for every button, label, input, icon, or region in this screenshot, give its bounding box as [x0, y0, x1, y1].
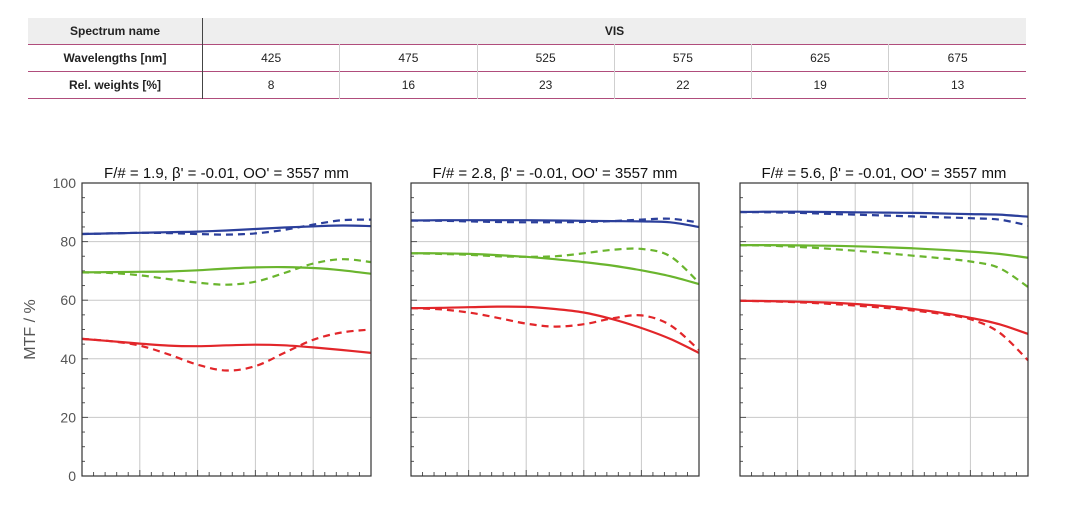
- weight-cell: 22: [614, 71, 753, 99]
- mtf-curve-green-solid: [410, 252, 700, 286]
- mtf-curve-red-dashed: [739, 299, 1029, 362]
- mtf-curve-green-solid: [740, 244, 1029, 259]
- y-tick-label: 0: [68, 468, 76, 484]
- mtf-curve-blue-solid: [81, 224, 372, 236]
- weight-cell: 19: [751, 71, 890, 99]
- mtf-curve-green-dashed: [81, 258, 372, 286]
- y-tick-label: 100: [53, 175, 77, 191]
- weights-label: Rel. weights [%]: [28, 71, 203, 99]
- wavelength-cell: 475: [339, 44, 478, 72]
- plot-frame: [410, 182, 700, 477]
- wavelength-cell: 625: [751, 44, 890, 72]
- y-tick-label: 80: [60, 234, 76, 250]
- mtf-curve-green-dashed: [410, 247, 700, 284]
- wavelengths-label: Wavelengths [nm]: [28, 44, 203, 72]
- plot-frame: [81, 182, 372, 477]
- mtf-curve-red-solid: [739, 299, 1029, 335]
- chart-title: F/# = 2.8, β' = -0.01, OO' = 3557 mm: [433, 165, 678, 182]
- wavelength-cell: 425: [202, 44, 341, 72]
- chart-title: F/# = 1.9, β' = -0.01, OO' = 3557 mm: [104, 165, 349, 182]
- spectrum-table: Spectrum name VIS Wavelengths [nm] 425 4…: [28, 18, 1026, 99]
- weight-cell: 16: [339, 71, 478, 99]
- spectrum-row: Spectrum name VIS: [28, 18, 1026, 45]
- mtf-curve-blue-dashed: [410, 217, 700, 224]
- weights-row: Rel. weights [%] 8 16 23 22 19 13: [28, 71, 1026, 99]
- chart-title: F/# = 5.6, β' = -0.01, OO' = 3557 mm: [762, 165, 1007, 182]
- mtf-curve-blue-dashed: [739, 210, 1029, 227]
- weight-cell: 13: [950, 78, 965, 92]
- y-tick-label: 20: [60, 409, 76, 425]
- y-tick-label: 40: [60, 351, 76, 367]
- wavelengths-row: Wavelengths [nm] 425 475 525 575 625 675: [28, 44, 1026, 72]
- y-axis-label: MTF / %: [22, 299, 39, 359]
- mtf-curve-green-dashed: [739, 244, 1029, 288]
- mtf-curve-blue-dashed: [81, 218, 372, 236]
- spectrum-name-label: Spectrum name: [28, 18, 203, 45]
- mtf-curve-red-dashed: [410, 307, 700, 351]
- spectrum-name-value: VIS: [604, 24, 625, 38]
- mtf-curve-red-dashed: [81, 328, 372, 372]
- mtf-charts: F/# = 1.9, β' = -0.01, OO' = 3557 mm 0 20 4…: [22, 165, 1029, 484]
- wavelength-cell: 525: [477, 44, 615, 72]
- wavelength-cell: 675: [947, 51, 968, 65]
- weight-cell: 8: [202, 71, 341, 99]
- wavelength-cell: 575: [614, 44, 753, 72]
- mtf-curve-red-solid: [410, 305, 700, 354]
- plot-frame: [739, 182, 1029, 477]
- mtf-curve-red-solid: [81, 337, 372, 354]
- y-tick-label: 60: [60, 292, 76, 308]
- weight-cell: 23: [477, 71, 615, 99]
- mtf-curve-green-solid: [81, 265, 372, 275]
